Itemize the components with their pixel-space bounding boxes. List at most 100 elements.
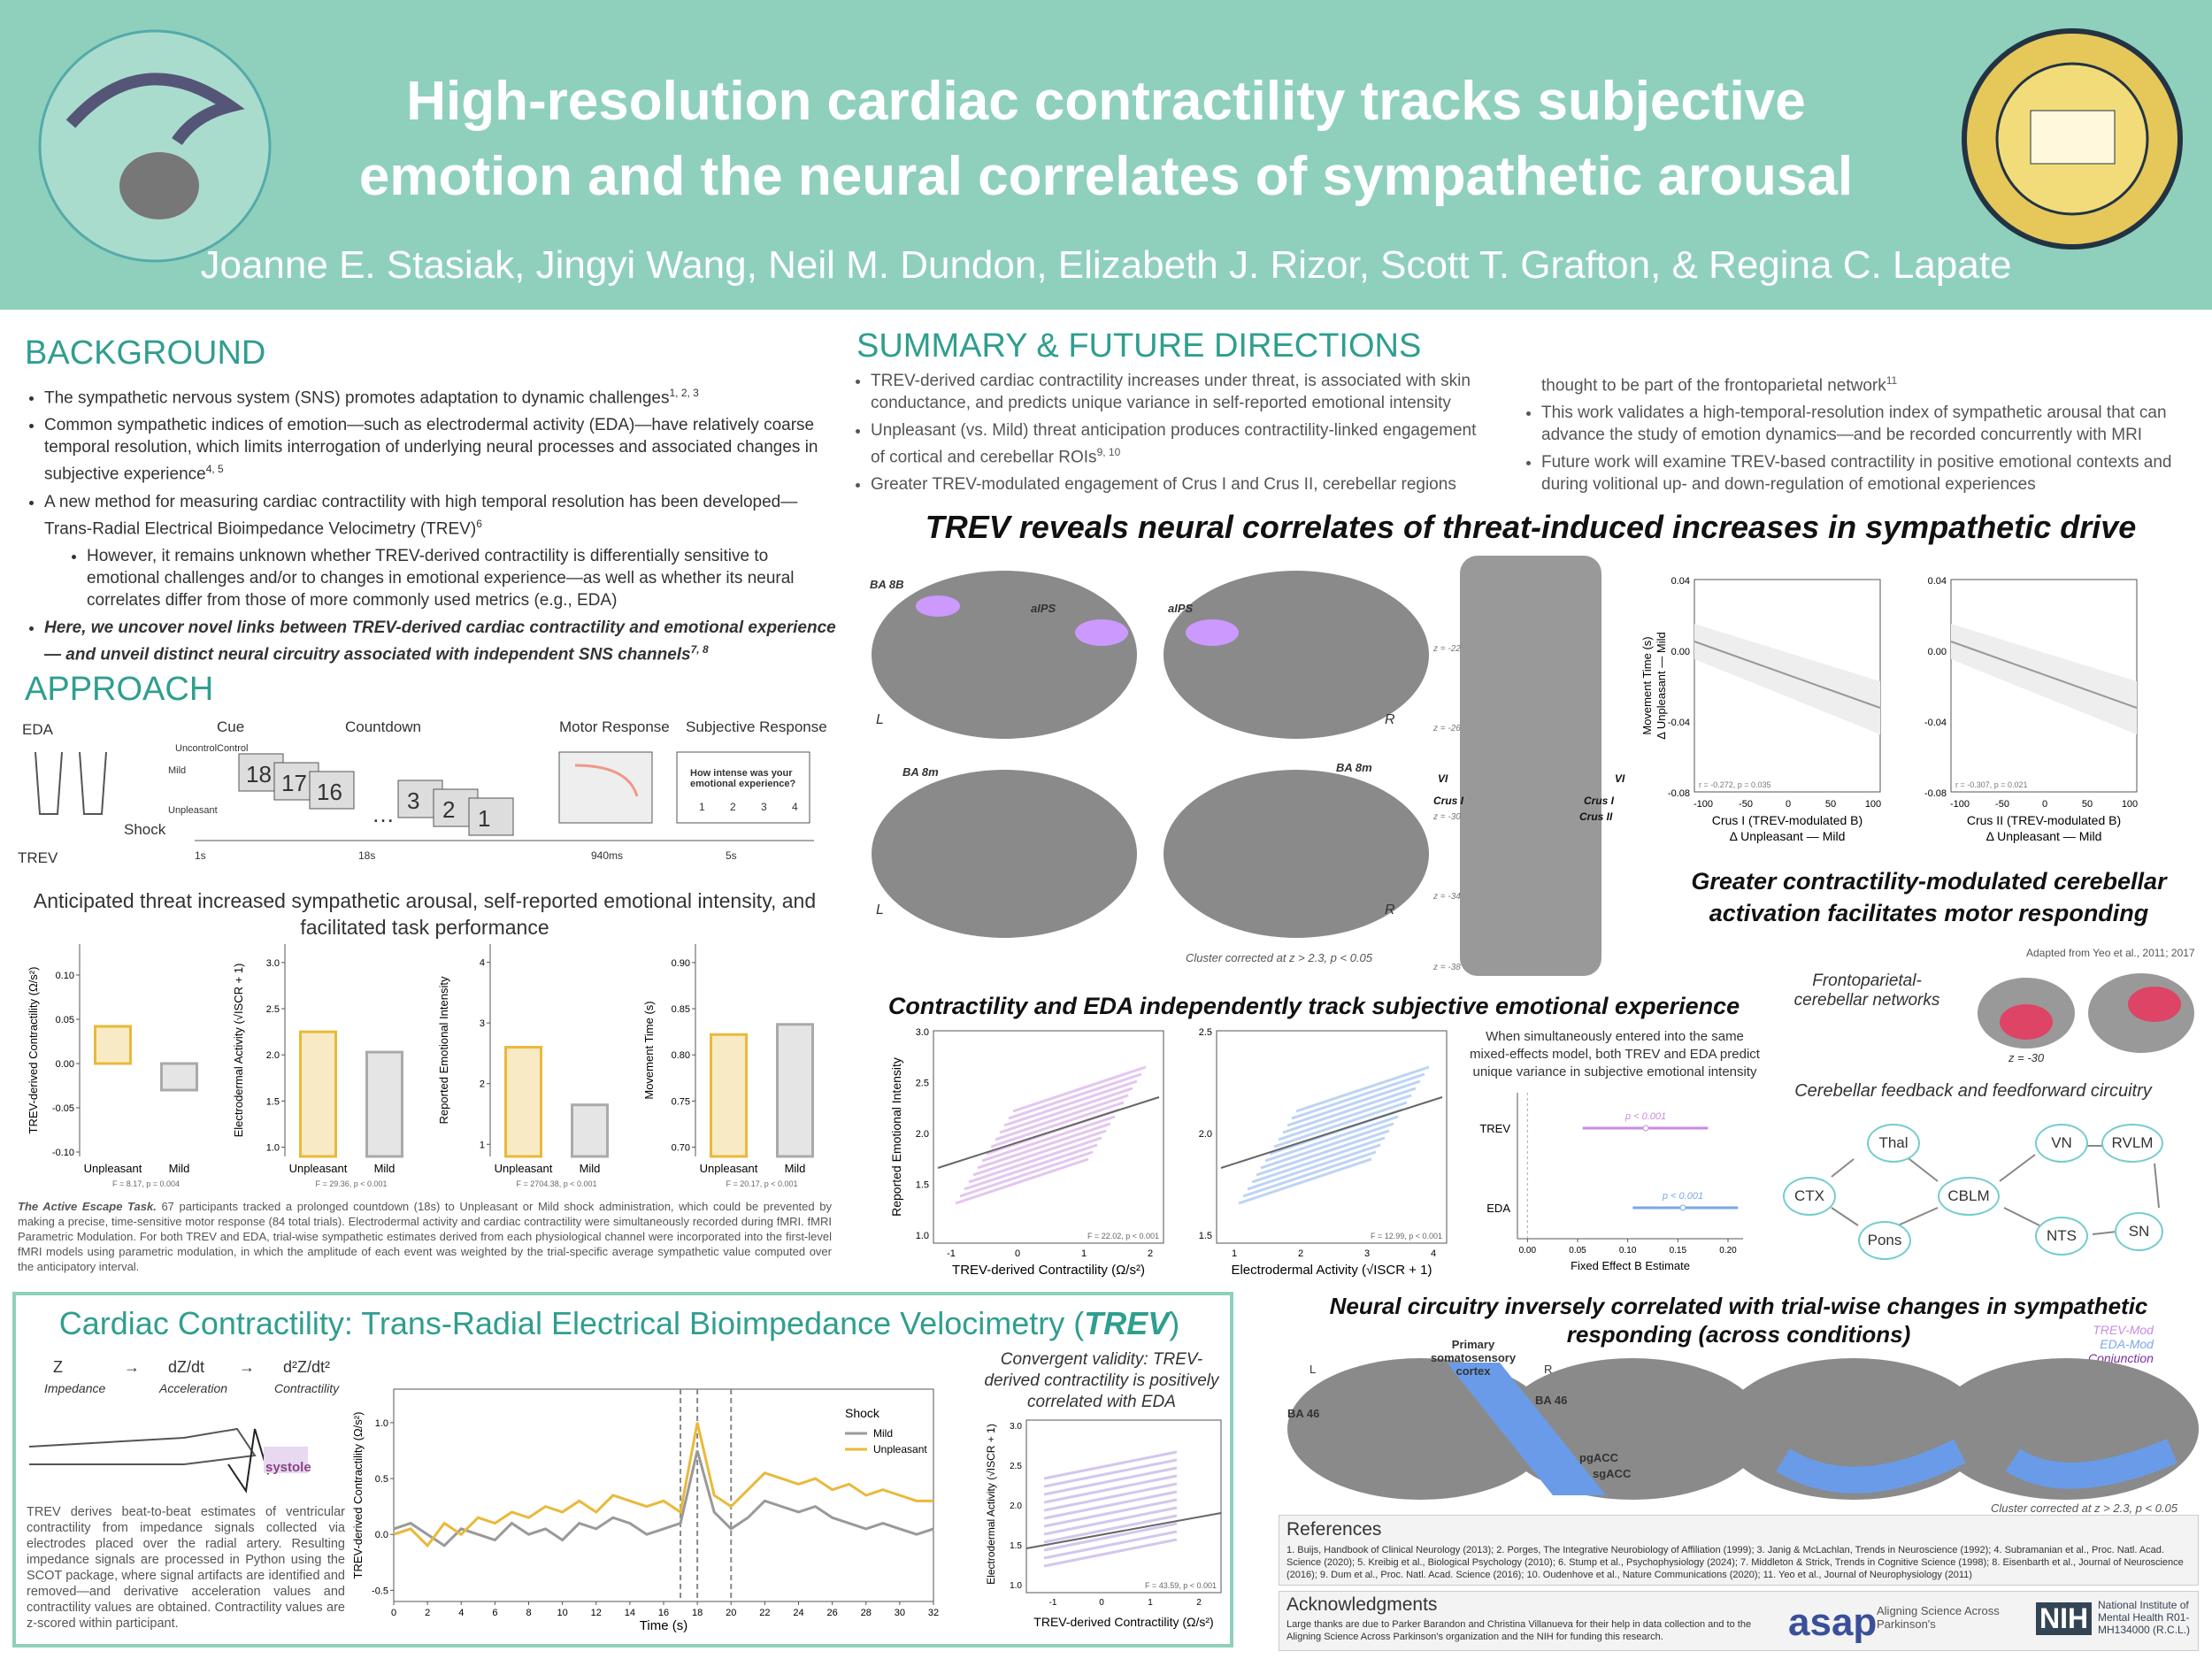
ci-band [1694, 624, 1880, 734]
bullet: Future work will examine TREV-based cont… [1541, 451, 2194, 495]
stat: F = 43.59, p < 0.001 [1145, 1581, 1217, 1590]
participant-line [1043, 1522, 1178, 1552]
participant-line [964, 1143, 1098, 1191]
bullet: thought to be part of the frontoparietal… [1541, 370, 2194, 396]
bar [160, 1062, 198, 1092]
x-tick-label: 30 [895, 1608, 905, 1618]
x-tick-label: 24 [793, 1608, 803, 1618]
brain-labels: L R BA 46 BA 46 Primary somatosensory cortex… [1287, 1327, 2199, 1517]
sup: 6 [476, 517, 482, 530]
participant-line [1008, 1072, 1142, 1120]
caption-text: 67 participants tracked a prolonged coun… [18, 1200, 832, 1273]
y-tick-label: 0.00 [1671, 647, 1690, 657]
symbol: dZ/dt [168, 1358, 205, 1376]
x-axis-label: Crus I (TREV-modulated B) [1712, 813, 1863, 827]
y-tick-label: 1.0 [375, 1418, 388, 1429]
label: z = -34 [1433, 892, 1461, 902]
label: 18s [358, 849, 376, 862]
x-tick-label: 0.05 [1569, 1246, 1586, 1256]
label: z = -26 [1433, 724, 1461, 733]
participant-line [1247, 1143, 1381, 1191]
participant-line [1043, 1498, 1178, 1528]
plot-area [933, 1030, 1164, 1244]
x-tick-label: 0 [2042, 799, 2047, 810]
participant-line [1238, 1157, 1372, 1205]
x-tick-label: 50 [2082, 799, 2093, 810]
y-tick-label: 4 [480, 958, 485, 969]
participant-line [968, 1136, 1102, 1184]
section-heading: BACKGROUND [25, 334, 266, 372]
network-image [1978, 973, 2194, 1053]
figure-heading: Contractility and EDA independently trac… [887, 993, 1740, 1019]
label: L [1310, 1363, 1317, 1376]
bar [365, 1050, 403, 1158]
x-tick-label: 32 [928, 1608, 939, 1618]
x-tick-label: 1 [1232, 1248, 1237, 1259]
participant-line [1043, 1466, 1178, 1496]
bar [776, 1023, 814, 1158]
timecourse: -0.5 0.0 0.5 1.0 0 2 4 6 8 10 12 14 16 18 20 22 24 26 28 30… [349, 1363, 969, 1641]
participant-line [959, 1150, 1094, 1198]
x-tick-label: Mild [580, 1162, 601, 1175]
approach-diagram: EDA TREV Shock Cue Countdown Motor Response Su… [18, 717, 832, 876]
text: This work validates a high-temporal-reso… [1541, 403, 2167, 445]
label: 3 [407, 787, 420, 814]
label: BA 8m [1336, 761, 1372, 774]
x-tick-label: 100 [1865, 799, 1881, 810]
x-tick-label: 1 [1081, 1248, 1087, 1259]
scatter-frame: 0.04 0.00 -0.04 -0.08-100 -50 0 50 100 r = -0.30… [1924, 576, 2138, 843]
x-tick-label: 0 [391, 1608, 396, 1618]
participant-line [1282, 1087, 1417, 1134]
y-axis-label: TREV-derived Contractility (Ω/s²) [27, 967, 40, 1134]
bullet-list: The sympathetic nervous system (SNS) pro… [25, 382, 839, 540]
participant-line [995, 1094, 1129, 1141]
participant-line [1043, 1506, 1178, 1536]
x-tick-label: 2 [1196, 1598, 1202, 1608]
note: When simultaneously entered into the sam… [1470, 1029, 1760, 1079]
arm-diagram [28, 1427, 308, 1494]
summary-col: TREV-derived cardiac contractility incre… [851, 370, 1479, 501]
y-tick-label: 0.85 [672, 1004, 690, 1015]
label: Crus I [1584, 795, 1615, 807]
label: 940ms [591, 849, 624, 862]
sup: 9, 10 [1096, 446, 1121, 458]
participant-line [1251, 1136, 1386, 1184]
participant-line [1043, 1482, 1178, 1512]
label: Unpleasant [168, 805, 218, 816]
note: Cluster corrected at z > 2.3, p < 0.05 [1991, 1502, 2178, 1515]
bullet: However, it remains unknown whether TREV… [87, 545, 839, 611]
y-axis-label: Reported Emotional Intensity [437, 976, 450, 1124]
title: High-resolution cardiac contractility tr… [406, 71, 1806, 132]
y-tick-label: 0.00 [1928, 647, 1947, 657]
line-chart: -0.50.00.51.00 2 4 6 8 10 12 14 16 18 20 22 24 26 28 30… [351, 1388, 939, 1633]
bullet: Here, we uncover novel links between TRE… [44, 617, 839, 665]
fit-line [1220, 1096, 1443, 1169]
stat: r = -0.272, p = 0.035 [1699, 780, 1771, 789]
participant-line [1242, 1150, 1377, 1198]
data-label: p < 0.001 [1624, 1111, 1666, 1122]
text: TREV [1084, 1305, 1170, 1341]
section-heading: APPROACH [25, 671, 214, 708]
y-tick-label: 3.0 [916, 1027, 929, 1038]
y-tick-label: EDA [1486, 1202, 1510, 1215]
legend-label: Unpleasant [873, 1443, 927, 1455]
circuit-nodes: Thal CTX Pons CBLM VN RVLM NTS SN [1783, 1110, 2199, 1270]
data-label: p < 0.001 [1662, 1191, 1703, 1202]
x-axis-label: Δ Unpleasant — Mild [1986, 829, 2102, 843]
symbol: d²Z/dt² [283, 1358, 331, 1376]
x-tick-label: 16 [658, 1608, 669, 1618]
label: 2 [730, 801, 736, 813]
approach-shapes [35, 751, 814, 841]
label: 17 [281, 770, 307, 796]
participant-line [1043, 1514, 1178, 1544]
x-tick-label: 2 [1148, 1248, 1153, 1259]
ci-band [1951, 624, 2137, 734]
symbol: Z [53, 1358, 63, 1376]
text: Cardiac Contractility: Trans-Radial Elec… [58, 1305, 1085, 1341]
x-axis-label: Time (s) [640, 1618, 687, 1633]
y-tick-label: 2.0 [1199, 1129, 1212, 1140]
text: Here, we uncover novel links between TRE… [44, 618, 836, 664]
x-axis-label: Δ Unpleasant — Mild [1730, 829, 1846, 843]
label: pgACC [1579, 1451, 1619, 1464]
logo-ucsb [1962, 28, 2183, 250]
